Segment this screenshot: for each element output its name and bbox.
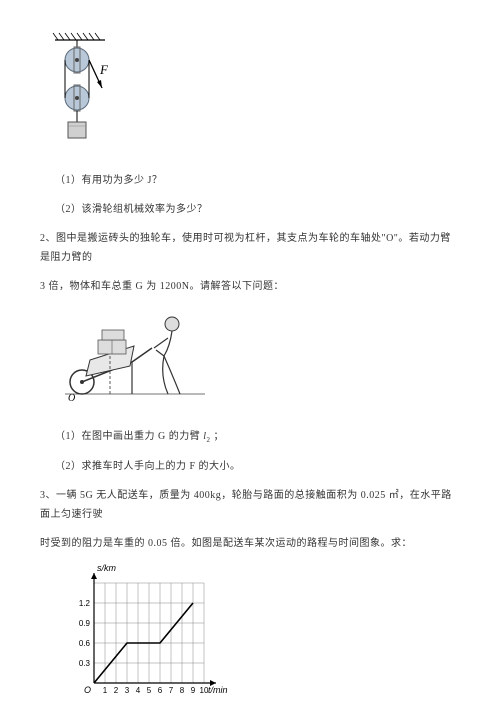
q1-part1: （1）有用功为多少 J？	[40, 171, 460, 190]
svg-text:O: O	[84, 685, 91, 695]
q2-part1-post: ；	[211, 431, 225, 442]
svg-text:1: 1	[103, 686, 108, 695]
pulley-figure: F	[50, 30, 460, 157]
pulley-svg: F	[50, 30, 120, 150]
q2-part1: （1）在图中画出重力 G 的力臂 l2 ；	[40, 427, 460, 447]
wheelbarrow-figure: O	[60, 306, 460, 413]
force-label: F	[99, 62, 109, 77]
q2-intro-b: 3 倍，物体和车总重 G 为 1200N。请解答以下问题：	[40, 277, 460, 296]
svg-text:6: 6	[158, 686, 163, 695]
svg-text:1.2: 1.2	[79, 599, 91, 608]
pivot-o-label: O	[68, 393, 75, 404]
svg-text:7: 7	[169, 686, 174, 695]
q2-part2: （2）求推车时人手向上的力 F 的大小。	[40, 457, 460, 476]
svg-text:5: 5	[147, 686, 152, 695]
svg-text:2: 2	[114, 686, 119, 695]
svg-text:0.9: 0.9	[79, 619, 91, 628]
chart-svg: 123456789100.30.60.91.2s/kmt/minO	[60, 563, 230, 703]
q3-intro-a: 3、一辆 5G 无人配送车，质量为 400kg，轮胎与路面的总接触面积为 0.0…	[40, 486, 460, 524]
q1-part2: （2）该滑轮组机械效率为多少？	[40, 200, 460, 219]
svg-text:8: 8	[180, 686, 185, 695]
svg-text:0.3: 0.3	[79, 659, 91, 668]
svg-text:3: 3	[125, 686, 130, 695]
svg-text:t/min: t/min	[208, 685, 228, 695]
q3-chart: 123456789100.30.60.91.2s/kmt/minO	[60, 563, 460, 710]
q2-part1-pre: （1）在图中画出重力 G 的力臂	[55, 431, 203, 442]
q3-intro-b: 时受到的阻力是车重的 0.05 倍。如图是配送车某次运动的路程与时间图象。求：	[40, 534, 460, 553]
svg-text:0.6: 0.6	[79, 639, 91, 648]
svg-text:s/km: s/km	[97, 563, 117, 573]
svg-text:4: 4	[136, 686, 141, 695]
wheelbarrow-svg: O	[60, 306, 210, 406]
q2-intro-a: 2、图中是搬运砖头的独轮车，使用时可视为杠杆，其支点为车轮的车轴处"O"。若动力…	[40, 229, 460, 267]
svg-text:9: 9	[191, 686, 196, 695]
